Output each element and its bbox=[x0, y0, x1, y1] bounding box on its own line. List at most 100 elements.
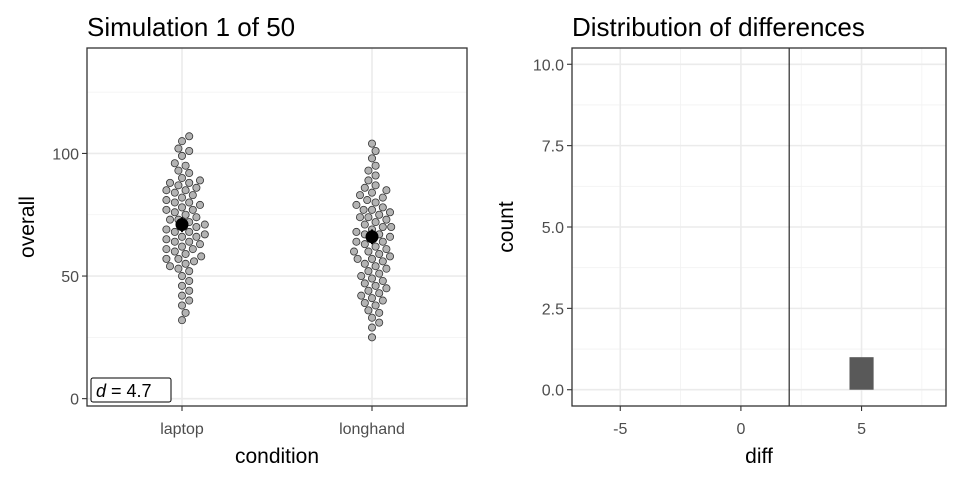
data-point-laptop bbox=[200, 230, 209, 239]
data-point-laptop bbox=[181, 186, 190, 195]
data-point-longhand bbox=[367, 205, 376, 214]
data-point-longhand bbox=[375, 249, 384, 258]
left-gridlines bbox=[87, 48, 467, 406]
data-point-longhand bbox=[378, 222, 387, 231]
data-point-laptop bbox=[192, 183, 201, 192]
left-chart: Simulation 1 of 50 d = 4.7 0 50 100 laptop lon… bbox=[16, 12, 468, 468]
data-point-longhand bbox=[364, 267, 373, 276]
data-point-longhand bbox=[363, 196, 372, 205]
data-point-laptop bbox=[165, 178, 174, 187]
data-point-laptop bbox=[195, 240, 204, 249]
data-point-longhand bbox=[352, 200, 361, 209]
data-point-longhand bbox=[355, 213, 364, 222]
right-axes: 0.0 2.5 5.0 7.5 10.0 -5 0 5 bbox=[533, 57, 866, 438]
data-point-longhand bbox=[382, 186, 391, 195]
data-point-laptop bbox=[188, 191, 197, 200]
right-y-axis-title: count bbox=[495, 201, 518, 253]
data-point-laptop bbox=[181, 259, 190, 268]
data-point-laptop bbox=[185, 178, 194, 187]
data-point-laptop bbox=[195, 176, 204, 185]
data-point-laptop bbox=[185, 227, 194, 236]
data-point-laptop bbox=[177, 173, 186, 182]
y-tick-label: 5.0 bbox=[542, 220, 564, 237]
data-point-laptop bbox=[174, 181, 183, 190]
data-point-longhand bbox=[371, 281, 380, 290]
data-point-laptop bbox=[174, 254, 183, 263]
histogram-bar bbox=[849, 357, 874, 390]
data-point-longhand bbox=[371, 171, 380, 180]
data-point-longhand bbox=[378, 296, 387, 305]
data-point-longhand bbox=[360, 299, 369, 308]
data-point-laptop bbox=[185, 198, 194, 207]
left-chart-title: Simulation 1 of 50 bbox=[87, 12, 295, 42]
data-point-longhand bbox=[367, 333, 376, 342]
data-point-longhand bbox=[375, 289, 384, 298]
data-point-longhand bbox=[382, 245, 391, 254]
data-point-longhand bbox=[378, 276, 387, 285]
data-point-longhand bbox=[371, 161, 380, 170]
data-point-laptop bbox=[177, 232, 186, 241]
data-point-laptop bbox=[185, 132, 194, 141]
data-point-longhand bbox=[360, 259, 369, 268]
left-mean-markers bbox=[175, 217, 379, 245]
data-point-longhand bbox=[364, 213, 373, 222]
data-point-laptop bbox=[177, 316, 186, 325]
right-x-axis-title: diff bbox=[745, 445, 773, 468]
data-point-longhand bbox=[364, 306, 373, 315]
data-point-laptop bbox=[200, 220, 209, 229]
data-point-longhand bbox=[367, 294, 376, 303]
data-point-longhand bbox=[367, 154, 376, 163]
data-point-laptop bbox=[162, 186, 171, 195]
data-point-laptop bbox=[170, 247, 179, 256]
data-point-laptop bbox=[177, 301, 186, 310]
effect-size-value: 4.7 bbox=[127, 381, 152, 401]
x-tick-label: -5 bbox=[613, 421, 627, 438]
data-point-longhand bbox=[360, 240, 369, 249]
data-point-longhand bbox=[349, 247, 358, 256]
data-point-laptop bbox=[177, 281, 186, 290]
data-point-longhand bbox=[371, 181, 380, 190]
data-point-longhand bbox=[360, 183, 369, 192]
data-point-laptop bbox=[177, 242, 186, 251]
data-point-laptop bbox=[185, 296, 194, 305]
x-tick-label-longhand: longhand bbox=[339, 421, 405, 438]
data-point-laptop bbox=[162, 235, 171, 244]
data-point-longhand bbox=[375, 318, 384, 327]
data-point-laptop bbox=[185, 237, 194, 246]
data-point-laptop bbox=[185, 286, 194, 295]
data-point-laptop bbox=[174, 166, 183, 175]
data-point-longhand bbox=[367, 139, 376, 148]
data-point-longhand bbox=[375, 308, 384, 317]
left-x-axis-title: condition bbox=[235, 445, 319, 468]
data-point-longhand bbox=[360, 279, 369, 288]
data-point-longhand bbox=[378, 203, 387, 212]
data-point-laptop bbox=[181, 308, 190, 317]
data-point-laptop bbox=[170, 208, 179, 217]
data-point-longhand bbox=[385, 252, 394, 261]
data-point-laptop bbox=[174, 144, 183, 153]
data-point-laptop bbox=[170, 188, 179, 197]
y-tick-label: 10.0 bbox=[533, 57, 564, 74]
data-point-laptop bbox=[162, 245, 171, 254]
data-point-longhand bbox=[367, 313, 376, 322]
y-tick-label: 50 bbox=[61, 269, 79, 286]
data-point-laptop bbox=[165, 262, 174, 271]
data-point-longhand bbox=[352, 227, 361, 236]
data-point-longhand bbox=[385, 232, 394, 241]
data-point-longhand bbox=[385, 208, 394, 217]
mean-point-laptop bbox=[175, 218, 189, 232]
data-point-laptop bbox=[170, 237, 179, 246]
data-point-longhand bbox=[364, 166, 373, 175]
data-point-laptop bbox=[189, 257, 198, 266]
data-point-laptop bbox=[170, 227, 179, 236]
data-point-laptop bbox=[192, 213, 201, 222]
data-point-laptop bbox=[181, 161, 190, 170]
data-point-longhand bbox=[352, 237, 361, 246]
data-point-longhand bbox=[364, 176, 373, 185]
data-point-laptop bbox=[162, 205, 171, 214]
data-point-longhand bbox=[375, 210, 384, 219]
data-point-longhand bbox=[359, 205, 368, 214]
data-point-laptop bbox=[192, 222, 201, 231]
y-tick-label: 100 bbox=[52, 146, 79, 163]
